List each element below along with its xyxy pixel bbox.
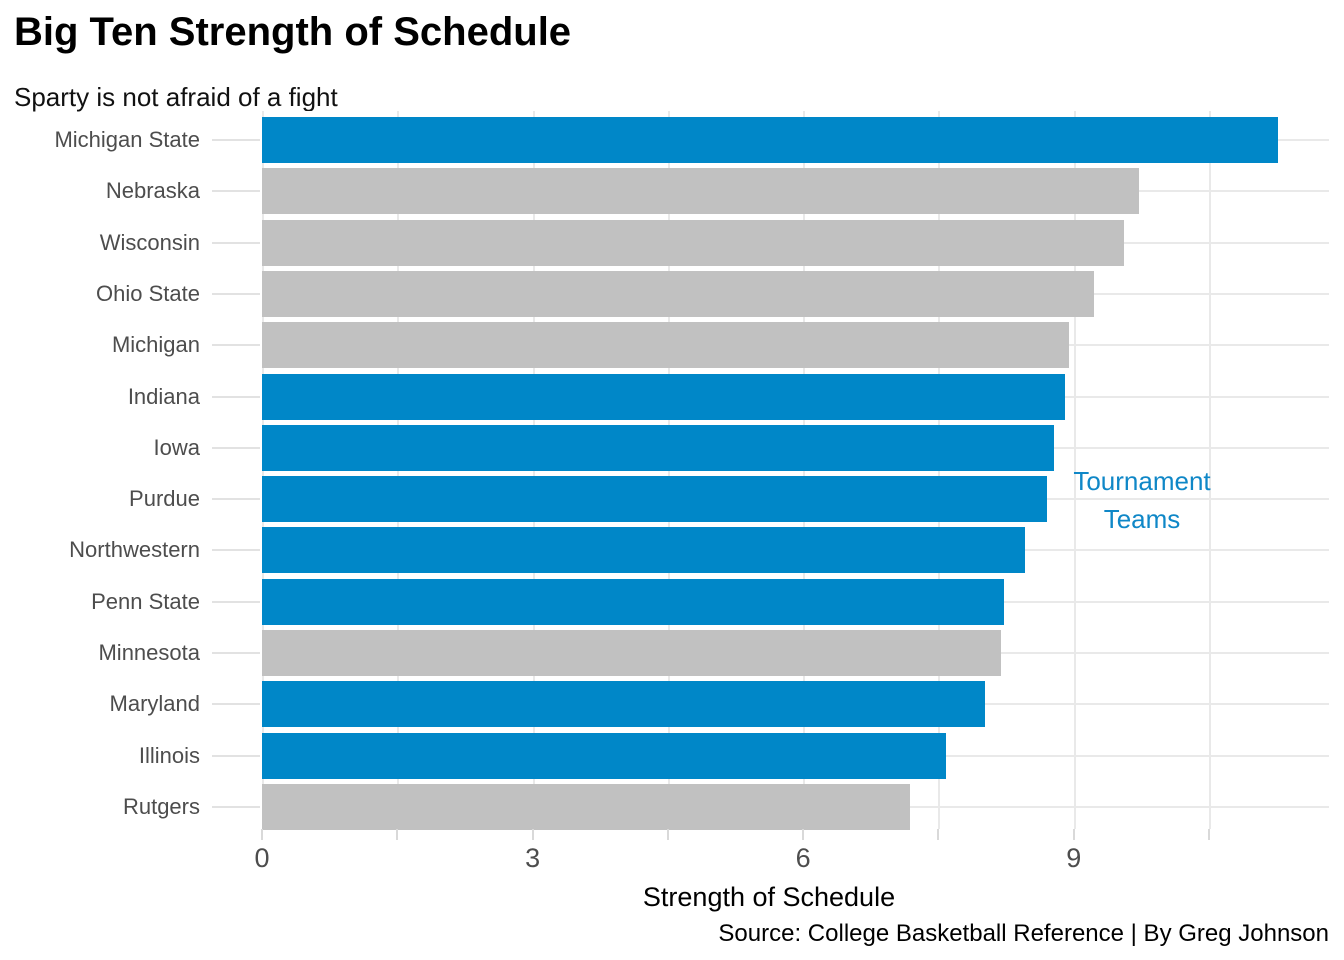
bar-maryland — [262, 681, 986, 728]
y-axis-label: Maryland — [109, 691, 200, 717]
x-axis-tick-label: 6 — [795, 843, 811, 873]
y-axis-tick — [212, 805, 260, 808]
x-axis-tick-label: 3 — [525, 843, 541, 873]
y-axis-label: Rutgers — [122, 793, 200, 819]
chart-title: Big Ten Strength of Schedule — [14, 10, 572, 54]
y-axis-label: Northwestern — [69, 537, 200, 563]
bar-indiana — [262, 373, 1065, 420]
x-gridline — [1073, 111, 1076, 829]
bar-rutgers — [262, 783, 911, 830]
bar-illinois — [262, 732, 946, 779]
x-axis-tick — [666, 829, 669, 840]
x-axis-tick-label: 0 — [254, 843, 270, 873]
x-axis-tick — [531, 829, 534, 840]
bar-iowa — [262, 424, 1054, 471]
annotation-line-2: Teams — [1103, 504, 1181, 534]
x-axis-tick — [1208, 829, 1211, 840]
y-axis-tick — [212, 754, 260, 757]
x-axis-tick — [261, 829, 263, 840]
y-axis-label: Nebraska — [105, 178, 200, 204]
bar-wisconsin — [262, 219, 1125, 266]
x-axis-tick — [937, 829, 940, 840]
x-axis-tick — [1072, 829, 1075, 840]
y-axis-tick — [212, 600, 260, 603]
bar-minnesota — [262, 630, 1001, 676]
y-axis-label: Michigan State — [54, 127, 200, 152]
bar-michigan — [262, 322, 1070, 369]
y-axis-label: Ohio State — [96, 280, 200, 306]
bar-purdue — [262, 476, 1047, 523]
bar-penn-state — [262, 578, 1005, 625]
y-axis-label: Indiana — [127, 383, 200, 409]
x-axis-title: Strength of Schedule — [642, 882, 896, 912]
bar-michigan-state — [262, 117, 1278, 163]
bar-northwestern — [262, 527, 1026, 574]
y-axis-label: Iowa — [153, 434, 200, 460]
y-axis-tick — [212, 498, 260, 501]
y-axis-label: Michigan — [111, 332, 200, 358]
y-axis-label: Illinois — [138, 742, 200, 768]
annotation-line-1: Tournament — [1073, 466, 1211, 496]
x-axis-tick — [802, 829, 805, 840]
y-axis-label: Purdue — [129, 486, 200, 512]
y-axis-tick — [212, 241, 260, 244]
y-axis-tick — [212, 703, 260, 706]
y-axis-label: Minnesota — [98, 640, 200, 665]
y-axis-label: Penn State — [91, 588, 200, 614]
y-axis-label: Wisconsin — [99, 229, 200, 255]
y-axis-tick — [212, 190, 260, 193]
x-axis-tick-label: 9 — [1066, 843, 1082, 873]
source-caption: Source: College Basketball Reference | B… — [718, 920, 1329, 947]
plot-panel — [262, 111, 1329, 830]
x-axis-tick — [396, 829, 399, 840]
y-axis-tick — [212, 652, 260, 654]
tournament-teams-annotation: Tournament Teams — [1073, 462, 1210, 538]
bar-ohio-state — [262, 270, 1094, 317]
y-axis-tick — [212, 549, 260, 552]
bar-nebraska — [262, 168, 1139, 215]
y-axis-tick — [212, 292, 260, 295]
x-gridline — [1209, 111, 1212, 829]
y-axis-tick — [212, 139, 260, 141]
chart-subtitle: Sparty is not afraid of a fight — [14, 82, 338, 112]
y-axis-tick — [212, 344, 260, 347]
y-axis-tick — [212, 395, 260, 398]
y-axis-tick — [212, 446, 260, 449]
